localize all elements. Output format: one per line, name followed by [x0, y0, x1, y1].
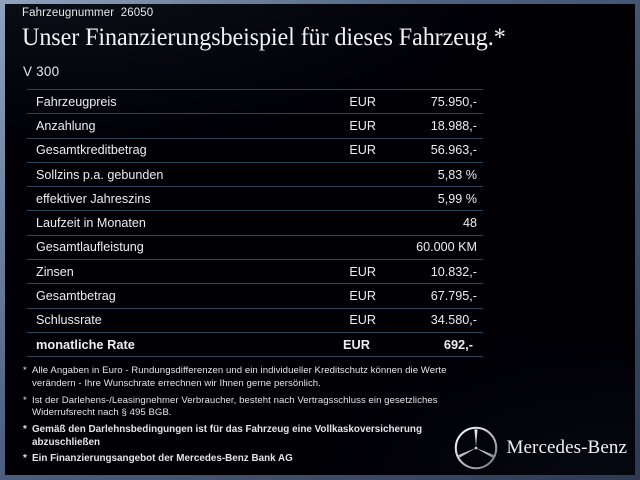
footnote-item: * Alle Angaben in Euro - Rundungsdifferen… [23, 365, 478, 390]
table-row: Gesamtlaufleistung 60.000 KM [27, 234, 483, 260]
document-canvas: Fahrzeugnummer 26050 Unser Finanzierungs… [5, 4, 635, 475]
row-label: Gesamtlaufleistung [27, 234, 281, 260]
finance-table: Fahrzeugpreis EUR 75.950,- Anzahlung EUR 18.9… [27, 88, 483, 358]
row-currency: EUR [281, 137, 376, 163]
row-value: 67.795,- [376, 283, 483, 309]
footnote-item: * Ist der Darlehens-/Leasingnehmer Verbra… [23, 395, 478, 420]
row-label: effektiver Jahreszins [27, 186, 281, 211]
row-currency [281, 186, 376, 211]
row-currency: EUR [281, 113, 376, 139]
table-row: Fahrzeugpreis EUR 75.950,- [27, 88, 483, 114]
footnote-marker-icon: * [23, 394, 27, 406]
footnote-marker-icon: * [23, 365, 27, 376]
footnote-marker-icon: * [23, 452, 27, 464]
table-row: Gesamtbetrag EUR 67.795,- [27, 283, 483, 309]
footnote-text: Ist der Darlehens-/Leasingnehmer Verbrau… [32, 394, 438, 419]
finance-offer-page: Fahrzeugnummer 26050 Unser Finanzierungs… [5, 4, 635, 475]
footnote-item: * Ein Finanzierungsangebot der Mercedes-B… [23, 453, 478, 466]
vehicle-number: Fahrzeugnummer 26050 [22, 7, 154, 19]
page-title: Unser Finanzierungsbeispiel für dieses F… [22, 24, 506, 51]
footnotes: * Alle Angaben in Euro - Rundungsdifferen… [23, 365, 478, 468]
vehicle-model: V 300 [23, 64, 60, 79]
row-value: 60.000 KM [376, 234, 483, 260]
row-value: 5,83 % [376, 161, 483, 187]
row-value: 10.832,- [376, 259, 483, 284]
finance-table-body: Fahrzeugpreis EUR 75.950,- Anzahlung EUR 18.9… [27, 88, 483, 358]
row-label: Gesamtbetrag [27, 283, 281, 309]
row-currency [281, 161, 376, 187]
footnote-text: Gemäß den Darlehnsbedingungen ist für da… [32, 424, 422, 448]
row-currency [281, 234, 376, 260]
mercedes-star-icon [453, 425, 499, 471]
row-currency: EUR [281, 88, 376, 114]
table-row: Laufzeit in Monaten 48 [27, 210, 483, 236]
row-value: 56.963,- [376, 137, 483, 163]
row-currency: EUR [281, 307, 376, 333]
row-label: Gesamtkreditbetrag [27, 137, 281, 163]
footnote-text: Ein Finanzierungsangebot der Mercedes-Be… [32, 452, 293, 464]
row-currency: EUR [281, 259, 376, 284]
row-label: Zinsen [27, 259, 281, 284]
row-value: 18.988,- [376, 113, 483, 139]
row-label: Laufzeit in Monaten [27, 210, 281, 236]
brand-logo: Mercedes-Benz [453, 425, 627, 471]
table-row: Anzahlung EUR 18.988,- [27, 113, 483, 139]
footnote-text: Alle Angaben in Euro - Rundungsdifferenz… [32, 365, 447, 389]
row-label: Anzahlung [27, 113, 281, 139]
row-currency: EUR [281, 331, 376, 358]
table-row: monatliche Rate EUR 692,- [27, 331, 483, 358]
row-label: Schlussrate [27, 307, 281, 333]
row-label: monatliche Rate [27, 331, 281, 358]
table-row: Sollzins p.a. gebunden 5,83 % [27, 161, 483, 187]
brand-wordmark: Mercedes-Benz [506, 437, 627, 458]
row-value: 5,99 % [376, 186, 483, 211]
row-value: 692,- [376, 331, 483, 358]
row-value: 34.580,- [376, 307, 483, 333]
table-row: Schlussrate EUR 34.580,- [27, 307, 483, 333]
row-label: Sollzins p.a. gebunden [27, 161, 281, 187]
row-currency [281, 210, 376, 236]
table-row: Zinsen EUR 10.832,- [27, 259, 483, 284]
row-value: 75.950,- [376, 88, 483, 114]
table-row: effektiver Jahreszins 5,99 % [27, 186, 483, 211]
row-value: 48 [376, 210, 483, 236]
footnote-marker-icon: * [23, 424, 27, 436]
row-currency: EUR [281, 283, 376, 309]
row-label: Fahrzeugpreis [27, 88, 281, 114]
footnote-item: * Gemäß den Darlehnsbedingungen ist für d… [23, 424, 478, 449]
table-row: Gesamtkreditbetrag EUR 56.963,- [27, 137, 483, 163]
